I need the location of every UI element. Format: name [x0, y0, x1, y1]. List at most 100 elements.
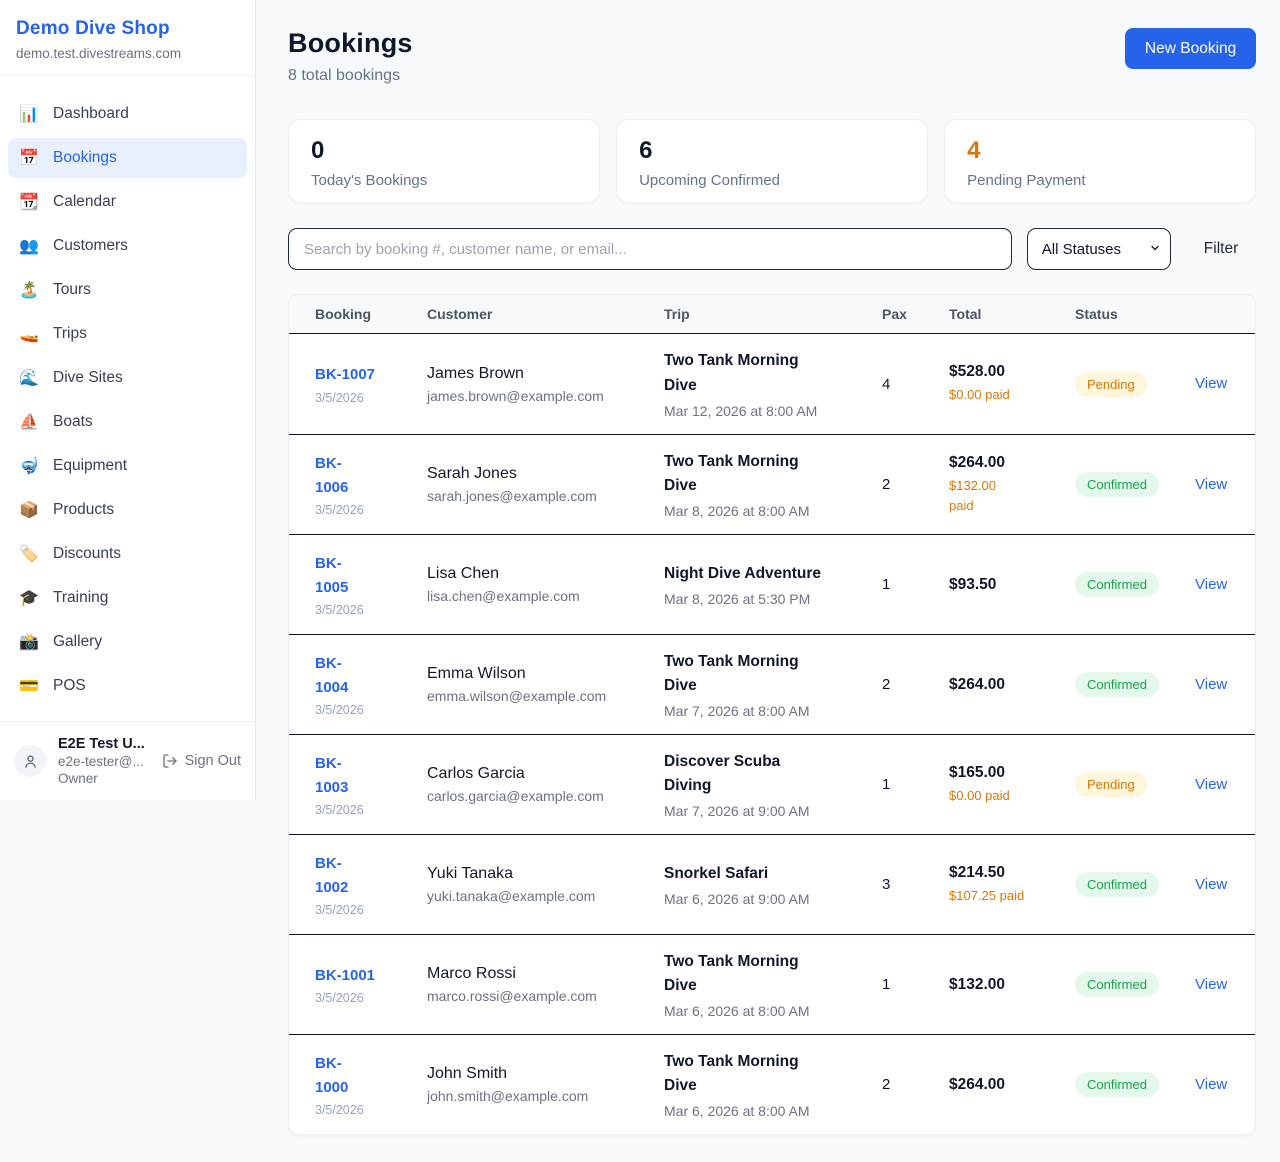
booking-number-link[interactable]: BK- 1006 — [315, 455, 349, 496]
view-link[interactable]: View — [1195, 1075, 1228, 1093]
col-header-customer: Customer — [427, 306, 493, 322]
filter-button[interactable]: Filter — [1186, 240, 1256, 258]
status-badge: Pending — [1075, 371, 1147, 397]
sidebar-item-discounts[interactable]: 🏷️ Discounts — [8, 534, 247, 574]
stat-card: 0 Today's Bookings — [288, 119, 601, 203]
total-amount: $264.00 — [949, 1075, 1006, 1093]
table-row: BK-1007 3/5/2026 James Brown james.brown… — [289, 334, 1255, 434]
stat-label: Pending Payment — [967, 172, 1086, 189]
sidebar-item-pos[interactable]: 💳 POS — [8, 666, 247, 706]
sidebar-item-gallery[interactable]: 📸 Gallery — [8, 622, 247, 662]
sidebar-nav: 📊 Dashboard 📅 Bookings 📆 Calendar 👥 Cust… — [0, 76, 255, 721]
pax-count: 3 — [882, 876, 891, 893]
booking-date: 3/5/2026 — [315, 390, 364, 405]
status-badge: Confirmed — [1075, 672, 1159, 697]
view-link[interactable]: View — [1195, 475, 1228, 493]
booking-number-link[interactable]: BK- 1005 — [315, 555, 349, 596]
stat-label: Upcoming Confirmed — [639, 172, 780, 189]
customer-email: sarah.jones@example.com — [427, 488, 597, 504]
sidebar-item-label: Boats — [53, 413, 93, 430]
trip-datetime: Mar 12, 2026 at 8:00 AM — [664, 402, 818, 419]
view-link[interactable]: View — [1195, 975, 1228, 993]
products-icon: 📦 — [19, 502, 39, 519]
paid-amount: $0.00 paid — [949, 787, 1010, 803]
pax-count: 1 — [882, 576, 891, 593]
sidebar-item-tours[interactable]: 🏝️ Tours — [8, 270, 247, 310]
sidebar-item-trips[interactable]: 🚤 Trips — [8, 314, 247, 354]
sidebar-item-label: Dive Sites — [53, 369, 123, 386]
status-badge: Confirmed — [1075, 1072, 1159, 1097]
trip-datetime: Mar 7, 2026 at 9:00 AM — [664, 803, 810, 820]
pax-count: 4 — [882, 375, 891, 393]
sidebar-item-label: POS — [53, 677, 86, 694]
total-amount: $132.00 — [949, 975, 1006, 993]
sidebar-item-label: Training — [53, 589, 109, 606]
user-name: E2E Test U... — [58, 736, 145, 752]
trip-datetime: Mar 8, 2026 at 8:00 AM — [664, 503, 810, 520]
view-link[interactable]: View — [1195, 375, 1228, 392]
sidebar-item-equipment[interactable]: 🤿 Equipment — [8, 446, 247, 486]
trip-datetime: Mar 6, 2026 at 9:00 AM — [664, 891, 810, 907]
sign-out-icon — [162, 754, 177, 768]
user-info: E2E Test U... e2e-tester@... Owner — [58, 736, 150, 786]
sidebar-item-boats[interactable]: ⛵ Boats — [8, 402, 247, 442]
col-header-total: Total — [949, 306, 982, 322]
booking-date: 3/5/2026 — [315, 802, 364, 817]
trip-name: Two Tank Morning Dive — [664, 652, 799, 694]
stat-label: Today's Bookings — [311, 172, 428, 189]
user-email: e2e-tester@... — [58, 754, 144, 769]
view-link[interactable]: View — [1195, 575, 1228, 593]
sidebar-item-customers[interactable]: 👥 Customers — [8, 226, 247, 266]
stat-value: 0 — [311, 137, 325, 164]
pax-count: 1 — [882, 776, 891, 793]
sidebar-item-dashboard[interactable]: 📊 Dashboard — [8, 94, 247, 134]
col-header-status: Status — [1075, 306, 1118, 322]
sidebar-item-label: Trips — [53, 325, 87, 342]
search-input[interactable] — [288, 228, 1012, 270]
customer-name: Yuki Tanaka — [427, 865, 513, 882]
customer-name: Emma Wilson — [427, 665, 526, 682]
trips-icon: 🚤 — [19, 326, 39, 343]
brand-domain: demo.test.divestreams.com — [16, 46, 182, 61]
sidebar-item-bookings[interactable]: 📅 Bookings — [8, 138, 247, 178]
booking-number-link[interactable]: BK- 1000 — [315, 1055, 349, 1096]
customer-email: emma.wilson@example.com — [427, 688, 607, 704]
booking-number-link[interactable]: BK- 1003 — [315, 755, 349, 796]
total-amount: $264.00 — [949, 675, 1006, 693]
status-badge: Confirmed — [1075, 872, 1159, 897]
booking-date: 3/5/2026 — [315, 502, 364, 517]
booking-number-link[interactable]: BK- 1002 — [315, 855, 349, 896]
sign-out-button[interactable]: Sign Out — [162, 753, 241, 769]
pax-count: 2 — [882, 1076, 891, 1093]
pax-count: 2 — [882, 476, 891, 493]
sidebar-item-label: Calendar — [53, 193, 116, 210]
col-header-booking: Booking — [315, 306, 371, 322]
status-badge: Confirmed — [1075, 972, 1159, 997]
trip-datetime: Mar 7, 2026 at 8:00 AM — [664, 703, 810, 720]
sidebar-item-training[interactable]: 🎓 Training — [8, 578, 247, 618]
customer-name: James Brown — [427, 364, 524, 382]
table-row: BK- 1002 3/5/2026 Yuki Tanaka yuki.tanak… — [289, 834, 1256, 934]
view-link[interactable]: View — [1195, 775, 1228, 793]
bookings-icon: 📅 — [19, 150, 39, 167]
view-link[interactable]: View — [1195, 675, 1228, 693]
booking-number-link[interactable]: BK- 1004 — [315, 655, 349, 696]
new-booking-button[interactable]: New Booking — [1124, 28, 1257, 69]
sidebar-item-label: Bookings — [53, 149, 117, 166]
booking-number-link[interactable]: BK-1007 — [315, 366, 376, 384]
trip-name: Two Tank Morning Dive — [664, 1052, 799, 1094]
page-header: Bookings 8 total bookings New Booking — [288, 28, 1257, 85]
trip-datetime: Mar 6, 2026 at 8:00 AM — [664, 1003, 810, 1020]
total-amount: $264.00 — [949, 454, 1006, 471]
sidebar-item-label: Dashboard — [53, 105, 129, 122]
sidebar-item-products[interactable]: 📦 Products — [8, 490, 247, 530]
booking-number-link[interactable]: BK-1001 — [315, 966, 376, 984]
sidebar-item-calendar[interactable]: 📆 Calendar — [8, 182, 247, 222]
sidebar-item-dive-sites[interactable]: 🌊 Dive Sites — [8, 358, 247, 398]
total-amount: $214.50 — [949, 863, 1006, 881]
trip-datetime: Mar 6, 2026 at 8:00 AM — [664, 1103, 810, 1120]
customer-email: carlos.garcia@example.com — [427, 788, 604, 804]
status-select[interactable]: All Statuses — [1026, 228, 1171, 270]
view-link[interactable]: View — [1195, 875, 1228, 893]
table-row: BK- 1006 3/5/2026 Sarah Jones sarah.jone… — [289, 434, 1256, 534]
